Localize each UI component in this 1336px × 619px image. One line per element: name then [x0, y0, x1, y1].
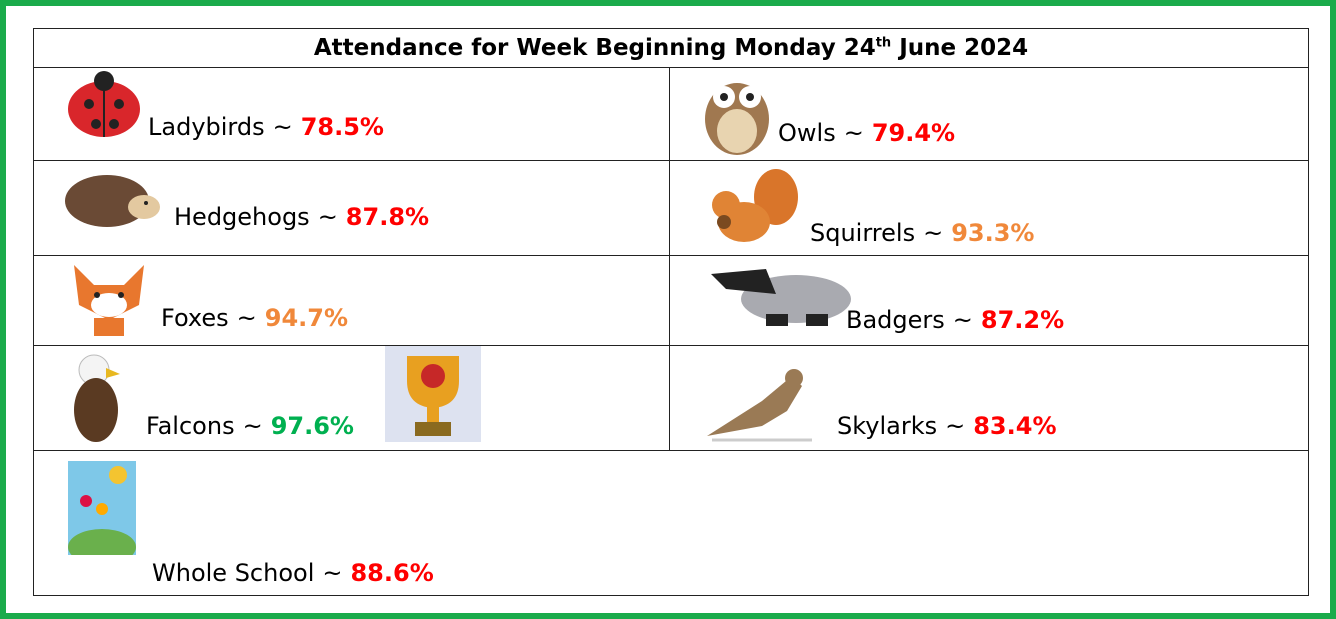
separator: ~ — [844, 119, 864, 147]
separator: ~ — [237, 304, 257, 332]
cell: Skylarks ~83.4% — [670, 346, 1308, 451]
hedgehog-icon — [62, 169, 162, 229]
class-text: Falcons ~97.6% — [146, 412, 354, 440]
separator: ~ — [953, 306, 973, 334]
cell: Owls ~79.4% — [670, 67, 1308, 161]
class-name: Falcons — [146, 412, 235, 440]
page: Attendance for Week Beginning Monday 24t… — [0, 0, 1336, 619]
cell: Squirrels ~93.3% — [670, 161, 1308, 256]
attendance-value: 79.4% — [872, 119, 955, 147]
class-name: Skylarks — [837, 412, 937, 440]
class-name: Owls — [778, 119, 836, 147]
class-name: Squirrels — [810, 219, 915, 247]
trophy-icon — [385, 346, 481, 442]
class-name: Hedgehogs — [174, 203, 310, 231]
class-text: Hedgehogs ~87.8% — [174, 203, 429, 231]
title-text: June 2024 — [899, 35, 1028, 61]
attendance-value: 87.8% — [346, 203, 429, 231]
attendance-value: 97.6% — [271, 412, 354, 440]
class-text: Badgers ~87.2% — [846, 306, 1064, 334]
whole-school-text: Whole School ~88.6% — [152, 559, 434, 587]
attendance-value: 93.3% — [951, 219, 1034, 247]
separator: ~ — [923, 219, 943, 247]
cell: Hedgehogs ~87.8% — [34, 161, 670, 256]
cell: Badgers ~87.2% — [670, 256, 1308, 346]
eagle-icon — [64, 352, 144, 447]
class-name: Foxes — [161, 304, 229, 332]
fox-icon — [64, 260, 154, 340]
class-name: Ladybirds — [148, 113, 265, 141]
class-name: Badgers — [846, 306, 945, 334]
attendance-value: 87.2% — [981, 306, 1064, 334]
skylark-icon — [702, 356, 812, 446]
class-text: Owls ~79.4% — [778, 119, 955, 147]
title: Attendance for Week Beginning Monday 24t… — [34, 29, 1308, 68]
title-sup: th — [876, 35, 891, 50]
badger-icon — [706, 264, 856, 334]
cell: Foxes ~94.7% — [34, 256, 670, 346]
cell: Ladybirds ~78.5% — [34, 67, 670, 161]
class-text: Squirrels ~93.3% — [810, 219, 1034, 247]
separator: ~ — [243, 412, 263, 440]
class-name: Whole School — [152, 559, 314, 587]
attendance-value: 94.7% — [265, 304, 348, 332]
attendance-value: 83.4% — [973, 412, 1056, 440]
attendance-value: 88.6% — [350, 559, 433, 587]
cell: Whole School ~88.6% — [34, 451, 1308, 595]
school-icon — [68, 461, 136, 555]
title-text: Attendance for Week Beginning Monday 24 — [314, 35, 876, 61]
class-text: Skylarks ~83.4% — [837, 412, 1057, 440]
squirrel-icon — [704, 167, 804, 247]
attendance-table: Attendance for Week Beginning Monday 24t… — [33, 28, 1309, 596]
separator: ~ — [945, 412, 965, 440]
class-text: Ladybirds ~78.5% — [148, 113, 384, 141]
class-text: Foxes ~94.7% — [161, 304, 348, 332]
separator: ~ — [318, 203, 338, 231]
attendance-value: 78.5% — [301, 113, 384, 141]
ladybird-icon — [64, 69, 144, 139]
separator: ~ — [273, 113, 293, 141]
owl-icon — [700, 69, 775, 159]
cell: Falcons ~97.6% — [34, 346, 670, 451]
separator: ~ — [322, 559, 342, 587]
